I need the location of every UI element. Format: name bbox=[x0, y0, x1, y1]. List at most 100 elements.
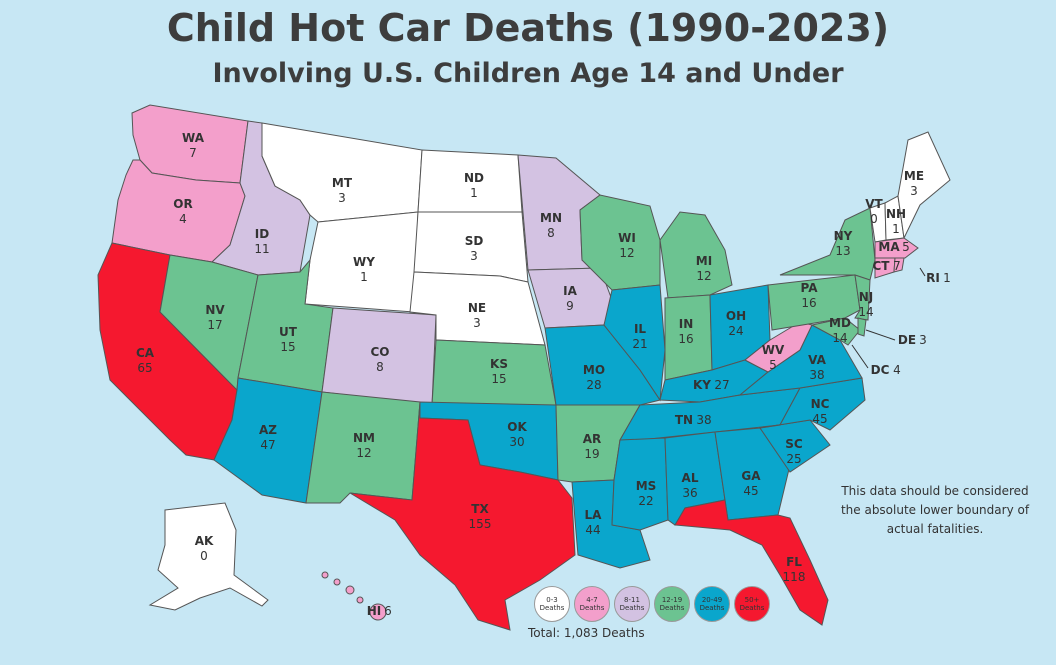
label-nj: NJ bbox=[859, 290, 874, 304]
label-dc: DC bbox=[871, 363, 890, 377]
count-nj: 14 bbox=[858, 305, 873, 319]
label-mn: MN bbox=[540, 211, 562, 225]
label-ma: MA bbox=[878, 240, 900, 254]
label-mo: MO bbox=[583, 363, 605, 377]
state-wy bbox=[304, 211, 419, 313]
label-wi: WI bbox=[618, 231, 636, 245]
count-nv: 17 bbox=[207, 318, 222, 332]
count-me: 3 bbox=[910, 184, 918, 198]
count-ar: 19 bbox=[584, 447, 599, 461]
legend-range: 20-49 bbox=[701, 596, 723, 604]
label-vt: VT bbox=[865, 197, 883, 211]
map-title: Child Hot Car Deaths (1990-2023) bbox=[166, 6, 890, 50]
dc-leader-line bbox=[851, 344, 869, 369]
label-sc: SC bbox=[785, 437, 803, 451]
count-ak: 0 bbox=[200, 549, 208, 563]
count-ia: 9 bbox=[566, 299, 574, 313]
count-il: 21 bbox=[632, 337, 647, 351]
label-nd: ND bbox=[464, 171, 484, 185]
map-subtitle: Involving U.S. Children Age 14 and Under bbox=[212, 58, 844, 89]
count-de: 3 bbox=[919, 333, 927, 347]
legend-range: 0-3 bbox=[546, 596, 558, 604]
count-nh: 1 bbox=[892, 222, 900, 236]
label-ri: RI bbox=[926, 271, 940, 285]
count-ga: 45 bbox=[743, 484, 758, 498]
state-ak bbox=[148, 502, 269, 611]
label-mt: MT bbox=[332, 176, 353, 190]
label-ne: NE bbox=[468, 301, 486, 315]
count-vt: 0 bbox=[870, 212, 878, 226]
count-az: 47 bbox=[260, 438, 275, 452]
state-ny bbox=[779, 207, 876, 281]
legend-item-20-49: 20-49 Deaths bbox=[694, 586, 730, 622]
legend-unit: Deaths bbox=[619, 604, 645, 612]
state-wi bbox=[579, 194, 661, 291]
label-ct: CT bbox=[873, 259, 891, 273]
count-ri: 1 bbox=[943, 271, 951, 285]
count-wi: 12 bbox=[619, 246, 634, 260]
label-nv: NV bbox=[205, 303, 225, 317]
label-ms: MS bbox=[636, 479, 657, 493]
count-nc: 45 bbox=[812, 412, 827, 426]
legend-item-8-11: 8-11 Deaths bbox=[614, 586, 650, 622]
count-ca: 65 bbox=[137, 361, 152, 375]
label-il: IL bbox=[634, 322, 646, 336]
legend-range: 50+ bbox=[744, 596, 760, 604]
count-la: 44 bbox=[585, 523, 600, 537]
legend-item-4-7: 4-7 Deaths bbox=[574, 586, 610, 622]
legend-unit: Deaths bbox=[579, 604, 605, 612]
state-me bbox=[897, 131, 951, 240]
count-md: 14 bbox=[832, 331, 847, 345]
count-id: 11 bbox=[254, 242, 269, 256]
state-tx bbox=[349, 401, 576, 631]
label-or: OR bbox=[173, 197, 192, 211]
count-dc: 4 bbox=[893, 363, 901, 377]
label-co: CO bbox=[370, 345, 389, 359]
label-ia: IA bbox=[563, 284, 577, 298]
count-mi: 12 bbox=[696, 269, 711, 283]
count-ut: 15 bbox=[280, 340, 295, 354]
legend-range: 8-11 bbox=[624, 596, 640, 604]
label-ks: KS bbox=[490, 357, 508, 371]
legend-unit: Deaths bbox=[699, 604, 725, 612]
label-de: DE bbox=[898, 333, 916, 347]
count-ct: 7 bbox=[893, 259, 901, 273]
label-ut: UT bbox=[279, 325, 298, 339]
label-pa: PA bbox=[801, 281, 819, 295]
label-mi: MI bbox=[696, 254, 712, 268]
count-hi: 6 bbox=[384, 604, 392, 618]
count-co: 8 bbox=[376, 360, 384, 374]
label-ar: AR bbox=[583, 432, 602, 446]
label-tx: TX bbox=[471, 502, 489, 516]
state-fl bbox=[674, 499, 829, 626]
count-wa: 7 bbox=[189, 146, 197, 160]
legend-unit: Deaths bbox=[739, 604, 765, 612]
ri-leader-line bbox=[919, 267, 926, 277]
count-nm: 12 bbox=[356, 446, 371, 460]
label-ca: CA bbox=[136, 346, 155, 360]
count-oh: 24 bbox=[728, 324, 743, 338]
label-tn: TN bbox=[675, 413, 693, 427]
label-me: ME bbox=[904, 169, 924, 183]
count-wy: 1 bbox=[360, 270, 368, 284]
label-hi: HI bbox=[367, 604, 382, 618]
label-nh: NH bbox=[886, 207, 906, 221]
count-sd: 3 bbox=[470, 249, 478, 263]
label-va: VA bbox=[808, 353, 826, 367]
count-va: 38 bbox=[809, 368, 824, 382]
count-ok: 30 bbox=[509, 435, 524, 449]
label-id: ID bbox=[255, 227, 269, 241]
state-hi bbox=[321, 571, 387, 621]
count-nd: 1 bbox=[470, 186, 478, 200]
de-leader-line bbox=[865, 329, 896, 341]
data-disclaimer-note: This data should be considered the absol… bbox=[840, 484, 1030, 536]
label-al: AL bbox=[682, 471, 699, 485]
count-ms: 22 bbox=[638, 494, 653, 508]
label-ky: KY bbox=[693, 378, 711, 392]
label-ga: GA bbox=[741, 469, 761, 483]
label-ok: OK bbox=[507, 420, 527, 434]
count-in: 16 bbox=[678, 332, 693, 346]
count-ky: 27 bbox=[714, 378, 729, 392]
count-sc: 25 bbox=[786, 452, 801, 466]
